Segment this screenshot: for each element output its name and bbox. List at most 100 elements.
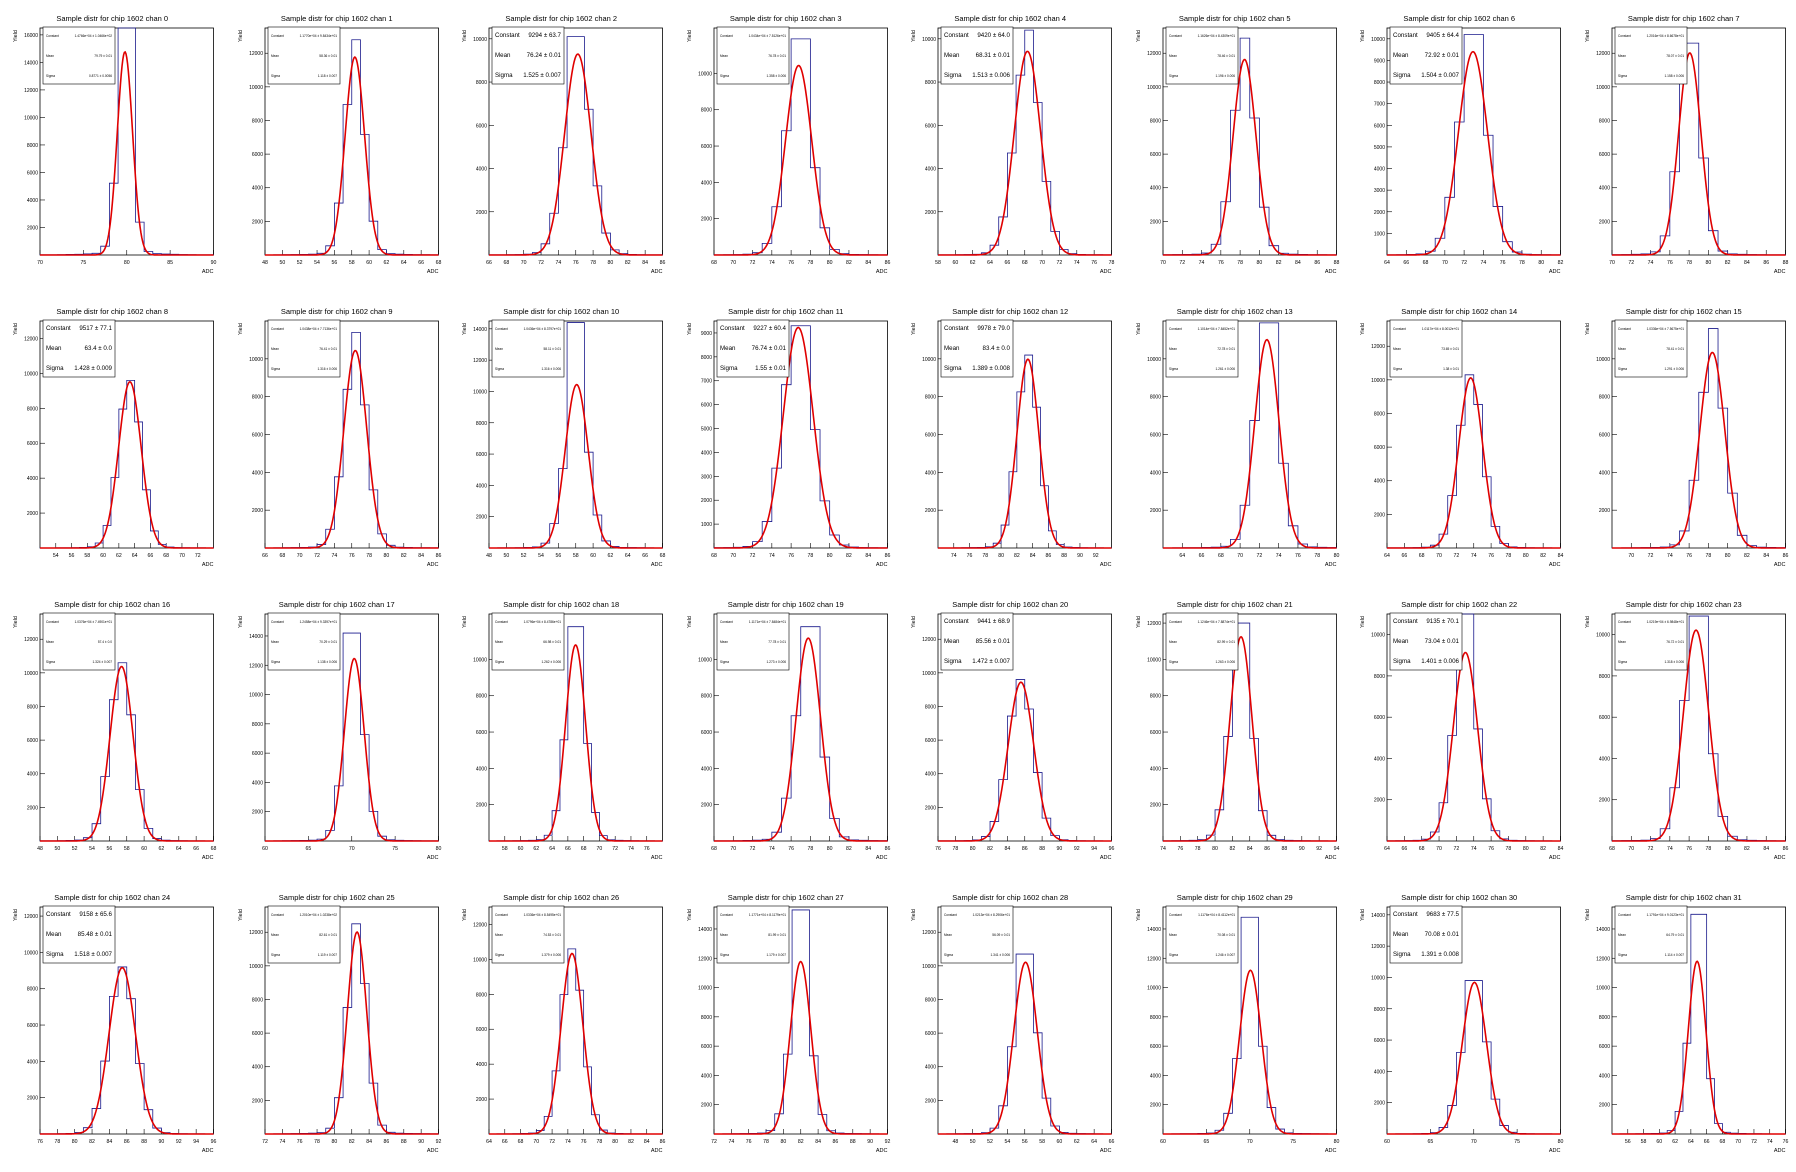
y-tick-label: 2000 [1374,512,1385,518]
y-axis-label: Yield [1360,909,1366,921]
fit-param-value: 1.246 ± 0.007 [1215,953,1235,957]
fit-param-name: Sigma [1169,660,1178,664]
x-tick-label: 80 [1558,1139,1564,1145]
y-tick-label: 8000 [1598,395,1609,401]
y-tick-label: 12000 [1371,944,1385,950]
fit-stats-box [1614,612,1687,671]
y-tick-label: 2000 [251,508,262,514]
x-tick-label: 72 [1461,260,1467,266]
histogram-series [937,354,1112,549]
x-tick-label: 66 [1005,260,1011,266]
y-tick-label: 2000 [1598,1103,1609,1109]
fit-param-name: Constant [944,32,969,39]
y-tick-label: 4000 [1374,756,1385,762]
fit-param-name: Mean [944,52,960,59]
histogram-panel: Sample distr for chip 1602 chan 3 2000 400… [674,0,899,293]
fit-param-value: 77.78 ± 0.01 [768,640,786,644]
fit-param-name: Constant [1618,34,1631,38]
x-tick-label: 68 [711,553,717,559]
x-tick-label: 70 [1442,260,1448,266]
fit-param-name: Mean [271,54,279,58]
y-tick-label: 2000 [1149,219,1160,225]
y-tick-label: 6000 [925,123,936,129]
fit-param-value: 1.0434e+04 ± 7.5126e+01 [748,34,786,38]
x-tick-label: 94 [1333,846,1339,852]
histogram-panel: Sample distr for chip 1602 chan 15 2000 40… [1572,293,1796,586]
y-tick-label: 12000 [249,930,263,936]
chart-title: Sample distr for chip 1602 chan 8 [56,307,169,316]
x-tick-label: 74 [1160,846,1166,852]
y-tick-label: 8000 [1598,674,1609,680]
fit-param-value: 1.0336e+04 ± 7.5675e+01 [1646,327,1684,331]
x-tick-label: 74 [1471,553,1477,559]
fit-stats-box [940,612,1014,671]
x-tick-label: 64 [1384,553,1390,559]
x-tick-label: 80 [970,846,976,852]
x-tick-label: 64 [176,846,182,852]
x-tick-label: 84 [1558,553,1564,559]
x-tick-label: 72 [1647,846,1653,852]
y-tick-label: 8000 [476,992,487,998]
y-tick-label: 6000 [700,1044,711,1050]
x-tick-label: 84 [1763,846,1769,852]
x-tick-label: 88 [1039,846,1045,852]
histogram-panel: Sample distr for chip 1602 chan 30 2000 40… [1347,879,1572,1172]
fit-stats-box [716,612,789,671]
fit-param-name: Mean [1618,640,1626,644]
y-tick-label: 2000 [476,515,487,521]
x-tick-label: 88 [1333,260,1339,266]
y-tick-label: 6000 [1149,433,1160,439]
y-axis-label: Yield [462,30,468,42]
fit-param-name: Constant [495,32,520,39]
histogram-plot: 2000 4000 6000 8000 10000 12000 64 66 68 70 72 74 76… [462,905,666,1154]
x-tick-label: 76 [348,553,354,559]
x-tick-label: 74 [1074,260,1080,266]
fit-param-name: Sigma [720,660,729,664]
x-axis-label: ADC [202,855,214,861]
x-tick-label: 72 [538,260,544,266]
x-tick-label: 80 [1523,553,1529,559]
x-tick-label: 86 [1763,260,1769,266]
y-tick-label: 6000 [700,144,711,150]
x-tick-label: 86 [1046,553,1052,559]
x-tick-label: 92 [1316,846,1322,852]
fit-param-name: Sigma [271,74,280,78]
histogram-panel: Sample distr for chip 1602 chan 9 2000 400… [225,293,450,586]
fit-param-value: 76.78 ± 0.01 [768,54,786,58]
x-tick-label: 66 [1109,1139,1115,1145]
y-tick-label: 6000 [700,730,711,736]
y-tick-label: 2000 [1149,1103,1160,1109]
x-tick-label: 48 [952,1139,958,1145]
fit-param-value: 64.79 ± 0.01 [1666,933,1684,937]
fit-param-name: Mean [1618,54,1626,58]
plot-frame [1611,613,1786,842]
gaussian-fit-curve [1611,351,1785,549]
histogram-plot: 2000 4000 6000 8000 10000 12000 14000 60 65 70 75 8… [1136,905,1339,1154]
x-tick-label: 86 [660,1139,666,1145]
fit-param-name: Constant [1618,620,1631,624]
x-tick-label: 60 [1384,1139,1390,1145]
chart-title: Sample distr for chip 1602 chan 6 [1403,14,1516,23]
x-tick-label: 74 [1198,260,1204,266]
y-tick-label: 8000 [251,722,262,728]
fit-param-value: 1.158 ± 0.006 [1664,74,1684,78]
x-tick-label: 68 [1609,846,1615,852]
x-tick-label: 86 [1314,260,1320,266]
histogram-plot: 2000 4000 6000 8000 10000 12000 14000 48 50 52 54 5… [462,319,665,568]
x-tick-label: 76 [1666,260,1672,266]
x-axis-label: ADC [1100,855,1112,861]
x-tick-label: 64 [400,260,406,266]
x-tick-label: 76 [296,1139,302,1145]
fit-param-name: Sigma [1169,367,1178,371]
x-tick-label: 66 [486,260,492,266]
x-tick-label: 80 [1538,260,1544,266]
y-tick-label: 8000 [251,118,262,124]
fit-param-name: Sigma [1169,74,1178,78]
fit-param-name: Mean [1393,931,1409,938]
x-tick-label: 86 [884,553,890,559]
x-tick-label: 62 [970,260,976,266]
chart-title: Sample distr for chip 1602 chan 29 [1176,893,1293,902]
fit-param-name: Mean [1618,933,1626,937]
y-tick-label: 14000 [1371,913,1385,919]
x-tick-label: 56 [1022,1139,1028,1145]
